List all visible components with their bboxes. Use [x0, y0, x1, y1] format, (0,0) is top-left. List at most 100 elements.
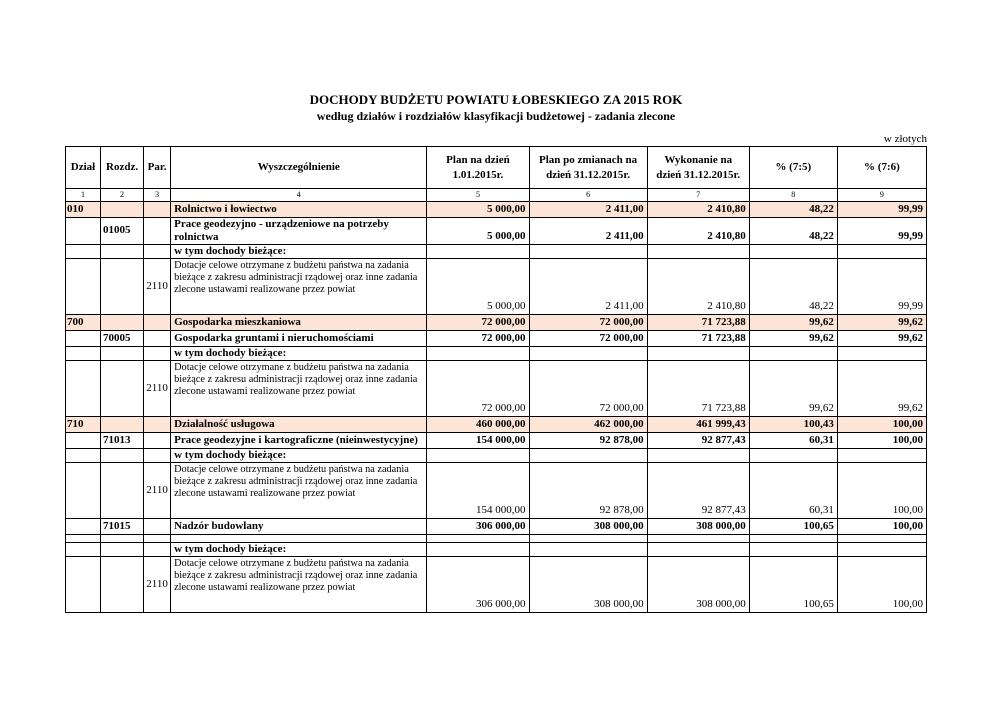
cell-dzial — [64, 257, 102, 315]
cell-plan: 460 000,00 — [426, 415, 530, 433]
cell-dzial — [64, 329, 102, 347]
table-row-chapter: 71015 Nadzór budowlany 306 000,00 308 000,0… — [64, 517, 928, 535]
column-number-row: 1 2 3 4 5 6 7 8 9 — [64, 188, 928, 202]
cell-pct-7-5: 48,22 — [748, 201, 838, 218]
cell-rozdz — [100, 447, 145, 463]
cell-wyszczegolnienie: Gospodarka gruntami i nieruchomościami — [170, 329, 428, 347]
cell-dzial — [64, 517, 102, 535]
cell-rozdz: 71015 — [100, 517, 145, 535]
cell-par — [143, 345, 172, 361]
cell-plan: 306 000,00 — [426, 555, 530, 613]
cell-pct-7-5: 100,65 — [748, 555, 838, 613]
cell-wyszczegolnienie — [170, 533, 428, 543]
cell-wyszczegolnienie: w tym dochody bieżące: — [170, 541, 428, 557]
cell-dzial: 700 — [64, 313, 102, 331]
cell-par: 2110 — [143, 555, 172, 613]
column-header-plan-po-zmianach: Plan po zmianach na dzień 31.12.2015r. — [528, 146, 648, 189]
cell-rozdz — [100, 313, 145, 331]
table-row-subheading: w tym dochody bieżące: — [64, 541, 928, 557]
cell-wyszczegolnienie: Nadzór budowlany — [170, 517, 428, 535]
cell-pct-7-6: 99,62 — [836, 329, 928, 347]
cell-pct-7-5 — [748, 345, 838, 361]
cell-plan — [426, 345, 530, 361]
cell-par — [143, 313, 172, 331]
column-header-pct-7-5: % (7:5) — [748, 146, 838, 189]
cell-pct-7-6 — [836, 541, 928, 557]
cell-plan: 154 000,00 — [426, 431, 530, 449]
cell-wyszczegolnienie: Dotacje celowe otrzymane z budżetu państ… — [170, 461, 428, 519]
cell-plan-po-zmianach: 308 000,00 — [528, 517, 648, 535]
cell-pct-7-6: 100,00 — [836, 555, 928, 613]
cell-plan-po-zmianach: 462 000,00 — [528, 415, 648, 433]
cell-wyszczegolnienie: w tym dochody bieżące: — [170, 447, 428, 463]
column-header-par: Par. — [143, 146, 172, 189]
cell-par: 2110 — [143, 257, 172, 315]
column-number: 3 — [143, 188, 172, 202]
cell-pct-7-6: 100,00 — [836, 461, 928, 519]
cell-pct-7-6 — [836, 533, 928, 543]
cell-wykonanie: 71 723,88 — [646, 359, 750, 417]
cell-wyszczegolnienie: Działalność usługowa — [170, 415, 428, 433]
cell-plan: 72 000,00 — [426, 329, 530, 347]
cell-pct-7-5 — [748, 541, 838, 557]
page-subtitle: według działów i rozdziałów klasyfikacji… — [316, 109, 676, 123]
cell-dzial — [64, 533, 102, 543]
cell-plan-po-zmianach: 92 878,00 — [528, 461, 648, 519]
cell-pct-7-6 — [836, 243, 928, 259]
cell-rozdz — [100, 345, 145, 361]
cell-par — [143, 447, 172, 463]
cell-par — [143, 533, 172, 543]
cell-wykonanie — [646, 447, 750, 463]
cell-rozdz: 70005 — [100, 329, 145, 347]
cell-plan-po-zmianach: 92 878,00 — [528, 431, 648, 449]
table-row-chapter: 01005 Prace geodezyjno - urządzeniowe na … — [64, 217, 928, 245]
cell-pct-7-5: 60,31 — [748, 461, 838, 519]
cell-pct-7-5: 60,31 — [748, 431, 838, 449]
cell-pct-7-6: 99,62 — [836, 359, 928, 417]
cell-rozdz — [100, 541, 145, 557]
cell-pct-7-6: 99,99 — [836, 201, 928, 218]
cell-wykonanie: 461 999,43 — [646, 415, 750, 433]
cell-pct-7-6: 100,00 — [836, 517, 928, 535]
cell-dzial: 010 — [64, 201, 102, 218]
cell-wyszczegolnienie: Gospodarka mieszkaniowa — [170, 313, 428, 331]
cell-par — [143, 517, 172, 535]
column-header-rozdz: Rozdz. — [100, 146, 145, 189]
table-row-empty — [64, 533, 928, 543]
cell-rozdz: 01005 — [100, 217, 145, 245]
cell-plan: 72 000,00 — [426, 313, 530, 331]
column-number: 7 — [646, 188, 750, 202]
column-header-plan: Plan na dzień 1.01.2015r. — [426, 146, 530, 189]
cell-pct-7-5: 100,43 — [748, 415, 838, 433]
cell-plan-po-zmianach — [528, 447, 648, 463]
cell-wyszczegolnienie: Dotacje celowe otrzymane z budżetu państ… — [170, 257, 428, 315]
cell-pct-7-5 — [748, 447, 838, 463]
currency-note: w złotych — [883, 133, 927, 145]
cell-dzial: 710 — [64, 415, 102, 433]
cell-dzial — [64, 541, 102, 557]
page-title: DOCHODY BUDŻETU POWIATU ŁOBESKIEGO ZA 20… — [309, 92, 683, 107]
cell-pct-7-5: 48,22 — [748, 257, 838, 315]
column-number: 4 — [170, 188, 428, 202]
table-row-subheading: w tym dochody bieżące: — [64, 447, 928, 463]
cell-rozdz — [100, 461, 145, 519]
cell-pct-7-5: 100,65 — [748, 517, 838, 535]
header-row: Dział Rozdz. Par. Wyszczególnienie Plan … — [64, 146, 928, 189]
table-row-chapter: 71013 Prace geodezyjne i kartograficzne (… — [64, 431, 928, 449]
table-row-paragraph: 2110 Dotacje celowe otrzymane z budżetu p… — [64, 359, 928, 417]
cell-par — [143, 201, 172, 218]
cell-rozdz — [100, 243, 145, 259]
cell-wyszczegolnienie: w tym dochody bieżące: — [170, 243, 428, 259]
cell-dzial — [64, 555, 102, 613]
cell-wykonanie: 2 410,80 — [646, 201, 750, 218]
cell-plan: 5 000,00 — [426, 201, 530, 218]
cell-wyszczegolnienie: Prace geodezyjne i kartograficzne (niein… — [170, 431, 428, 449]
column-number: 9 — [836, 188, 928, 202]
cell-plan: 5 000,00 — [426, 257, 530, 315]
cell-plan-po-zmianach — [528, 541, 648, 557]
cell-plan — [426, 541, 530, 557]
cell-plan-po-zmianach — [528, 345, 648, 361]
cell-par — [143, 217, 172, 245]
cell-pct-7-5: 99,62 — [748, 329, 838, 347]
